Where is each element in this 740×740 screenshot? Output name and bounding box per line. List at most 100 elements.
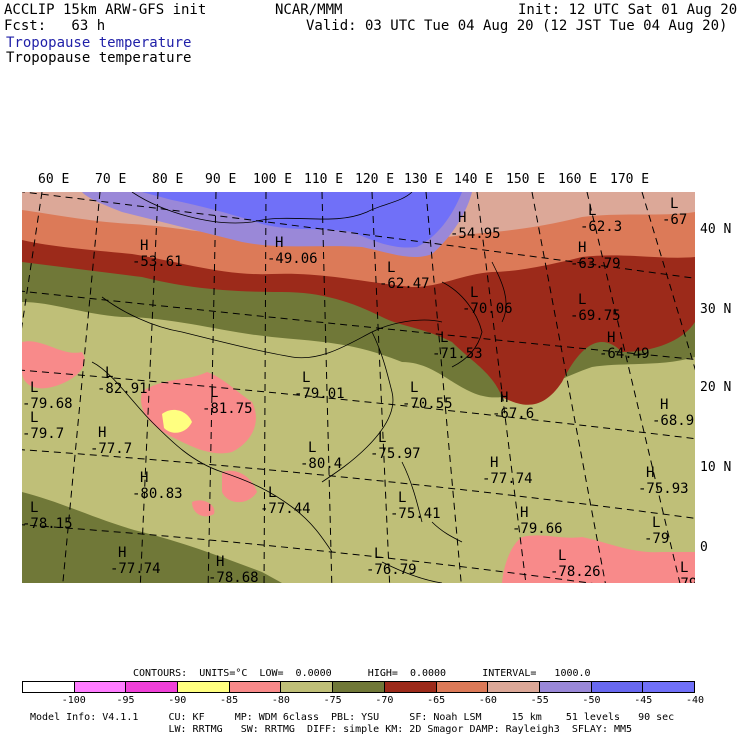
high-marker: H	[490, 455, 498, 471]
high-marker: H	[275, 235, 283, 251]
legend-tick: -100	[61, 695, 86, 706]
shade-patch-80-85	[192, 500, 215, 517]
low-marker: L	[670, 196, 678, 212]
shade-patch-85-90	[162, 409, 192, 433]
lon-label: 70 E	[95, 172, 127, 187]
lon-label: 80 E	[152, 172, 184, 187]
high-marker: H	[520, 505, 528, 521]
extremum-value: -77.7	[90, 441, 132, 457]
low-marker: L	[268, 485, 276, 501]
extremum-value: -78.15	[22, 516, 73, 532]
extremum-value: -78.68	[208, 570, 259, 583]
low-marker: L	[680, 560, 688, 576]
legend-tick: -60	[478, 695, 497, 706]
field-title-contour: Tropopause temperature	[6, 50, 192, 66]
color-legend	[22, 681, 695, 693]
extremum-value: -68.9	[652, 413, 694, 429]
low-marker: L	[410, 380, 418, 396]
extremum-value: -70.06	[462, 301, 513, 317]
high-marker: H	[500, 390, 508, 406]
legend-swatch	[488, 682, 540, 692]
high-marker: H	[578, 240, 586, 256]
legend-swatch	[23, 682, 75, 692]
low-marker: L	[588, 203, 596, 219]
lon-label: 170 E	[610, 172, 650, 187]
low-marker: L	[398, 490, 406, 506]
institution-label: NCAR/MMM	[275, 2, 343, 18]
extremum-value: -79.7	[22, 426, 64, 442]
high-marker: H	[140, 470, 148, 486]
legend-tick: -70	[375, 695, 394, 706]
low-marker: L	[105, 365, 113, 381]
extremum-value: -78.26	[550, 564, 601, 580]
extremum-value: -80.83	[132, 486, 183, 502]
shade-patch-80-85	[22, 341, 85, 389]
extremum-value: -79.01	[294, 386, 345, 402]
extremum-value: -79.68	[22, 396, 73, 412]
map-panel: H -53.61 H -49.06 L -62.47 H -54.95 L -62.3 L -67 H -…	[22, 192, 695, 583]
lon-label: 160 E	[558, 172, 598, 187]
low-marker: L	[30, 410, 38, 426]
lon-label: 60 E	[38, 172, 70, 187]
high-marker: H	[660, 397, 668, 413]
legend-tick: -85	[220, 695, 239, 706]
high-marker: H	[607, 330, 615, 346]
low-marker: L	[210, 385, 218, 401]
extremum-value: -77.44	[260, 501, 311, 517]
high-marker: H	[216, 554, 224, 570]
field-title-shaded: Tropopause temperature	[6, 35, 192, 51]
init-time: Init: 12 UTC Sat 01 Aug 20	[518, 2, 738, 18]
legend-swatch	[643, 682, 694, 692]
extremum-value: -80.4	[300, 456, 342, 472]
extremum-value: -70.55	[402, 396, 453, 412]
lat-label: 40 N	[700, 222, 732, 237]
coastlines	[91, 192, 507, 583]
extremum-value: -75.41	[390, 506, 441, 522]
extremum-value: -54.95	[450, 226, 501, 242]
extremum-value: -62.3	[580, 219, 622, 235]
extremum-value: -79.14	[672, 576, 695, 583]
extremum-value: -82.91	[97, 381, 148, 397]
extremum-value: -75.93	[638, 481, 689, 497]
legend-tick: -75	[323, 695, 342, 706]
extrema-layer: H-53.61H-49.06L-62.47H-54.95L-62.3L-67H-…	[22, 196, 695, 583]
extremum-value: -67.6	[492, 406, 534, 422]
extremum-value: -69.75	[570, 308, 621, 324]
lon-label: 150 E	[506, 172, 546, 187]
lon-label: 90 E	[205, 172, 237, 187]
low-marker: L	[308, 440, 316, 456]
legend-swatch	[333, 682, 385, 692]
legend-swatch	[178, 682, 230, 692]
valid-time: Valid: 03 UTC Tue 04 Aug 20 (12 JST Tue …	[306, 18, 728, 34]
extremum-value: -64.49	[599, 346, 650, 362]
legend-swatch	[126, 682, 179, 692]
legend-swatch	[384, 682, 437, 692]
extremum-value: -81.75	[202, 401, 253, 417]
legend-tick: -95	[116, 695, 135, 706]
legend-swatch	[539, 682, 592, 692]
high-marker: H	[118, 545, 126, 561]
extremum-value: -67	[662, 212, 687, 228]
low-marker: L	[558, 548, 566, 564]
low-marker: L	[578, 292, 586, 308]
extremum-value: -63.79	[570, 256, 621, 272]
extremum-value: -62.47	[379, 276, 430, 292]
extremum-value: -49.06	[267, 251, 318, 267]
model-info-line2: LW: RRTMG SW: RRTMG DIFF: simple KM: 2D …	[30, 724, 633, 735]
legend-tick: -55	[530, 695, 549, 706]
extremum-value: -79.66	[512, 521, 563, 537]
shade-patch-80-85	[502, 535, 695, 583]
legend-tick: -50	[582, 695, 601, 706]
extremum-value: -75.97	[370, 446, 421, 462]
map-canvas: H-53.61H-49.06L-62.47H-54.95L-62.3L-67H-…	[22, 192, 695, 583]
low-marker: L	[302, 370, 310, 386]
low-marker: L	[387, 260, 395, 276]
legend-swatch	[436, 682, 489, 692]
model-info-line1: Model Info: V4.1.1 CU: KF MP: WDM 6class…	[30, 712, 675, 723]
extremum-value: -77.74	[482, 471, 533, 487]
lat-label: 20 N	[700, 380, 732, 395]
shade-patch-80-85	[141, 372, 256, 454]
shade-band-70-75	[22, 492, 282, 583]
lon-label: 100 E	[253, 172, 293, 187]
extremum-value: -76.79	[366, 562, 417, 578]
